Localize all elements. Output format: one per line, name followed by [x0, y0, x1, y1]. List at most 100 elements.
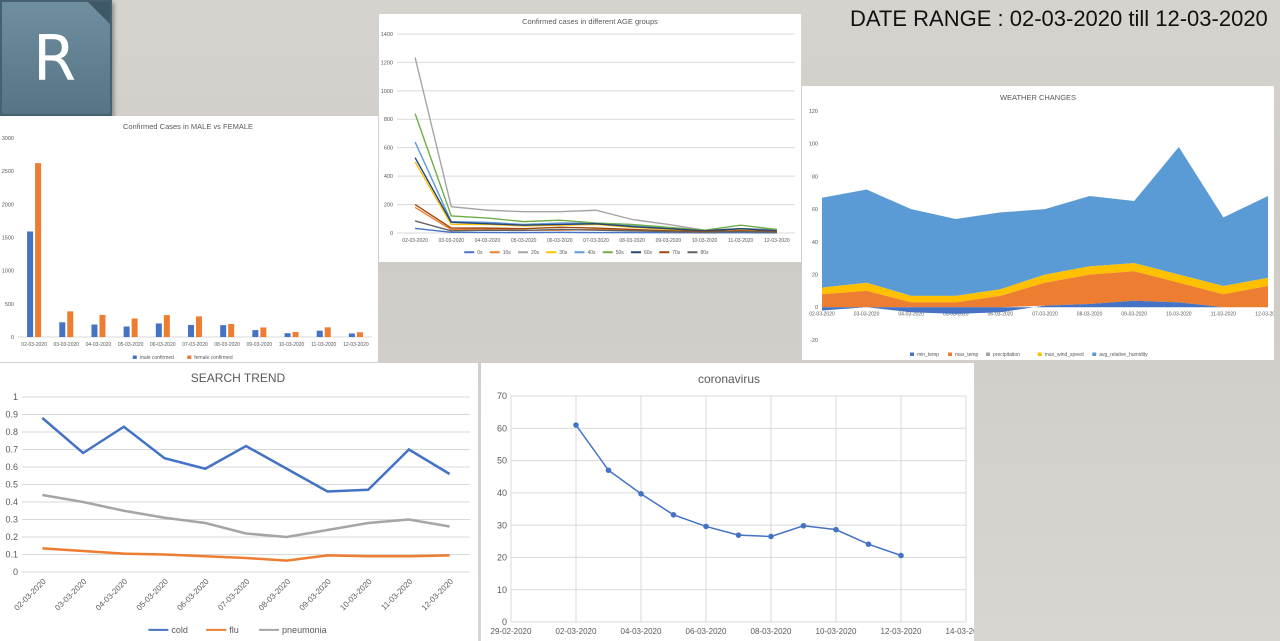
series-line-70s [414, 203, 777, 233]
series-line-50s [414, 113, 777, 231]
bar-male-confirmed [316, 330, 323, 337]
y-tick-label: 30 [497, 520, 507, 530]
x-tick-label: 02-03-2020 [12, 577, 48, 613]
data-point [703, 523, 709, 530]
x-tick-label: 10-03-2020 [279, 342, 305, 348]
logo-corner-fold [88, 2, 110, 24]
y-tick-label: 200 [384, 202, 393, 208]
x-tick-label: 14-03-2020 [946, 627, 974, 636]
bar-male-confirmed [27, 231, 34, 337]
bar-male-confirmed [252, 330, 259, 337]
logo-letter: R [33, 22, 77, 95]
x-tick-label: 07-03-2020 [216, 577, 252, 613]
y-tick-label: 800 [384, 117, 393, 123]
y-tick-label: 0.5 [5, 480, 18, 490]
bar-female-confirmed [99, 314, 106, 337]
x-tick-label: 10-03-2020 [816, 627, 857, 636]
chart-title: Confirmed cases in different AGE groups [522, 17, 658, 26]
series-line-flu [42, 547, 450, 562]
series-line-60s [414, 157, 777, 232]
data-point [573, 422, 579, 428]
legend-swatch [910, 352, 914, 356]
y-tick-label: 0.1 [5, 550, 18, 560]
data-point [735, 532, 742, 538]
gender-chart-panel: Confirmed Cases in MALE vs FEMALE 0 500 100… [0, 116, 378, 362]
y-tick-label: 0 [13, 567, 18, 577]
chart-title: WEATHER CHANGES [1000, 93, 1076, 102]
y-tick-label: 2000 [2, 202, 14, 208]
x-tick-label: 06-03-2020 [547, 238, 573, 244]
y-tick-label: -20 [810, 338, 818, 344]
x-tick-label: 08-03-2020 [214, 342, 240, 348]
legend-label: avg_relative_humidity [1099, 352, 1148, 358]
y-tick-label: 500 [5, 302, 14, 308]
data-point [865, 541, 872, 547]
area-max_temp [822, 271, 1268, 308]
chart-title: Confirmed Cases in MALE vs FEMALE [123, 122, 253, 131]
y-tick-label: 0 [502, 617, 507, 627]
legend-label: 20s [531, 250, 540, 256]
y-tick-label: 400 [384, 174, 393, 180]
corona-chart: coronavirus 0 10 20 30 40 50 60 70 29-02-2020 02-0… [491, 372, 974, 636]
data-point [833, 526, 839, 533]
x-tick-label: 10-03-2020 [338, 577, 374, 613]
x-tick-label: 06-03-2020 [150, 342, 176, 348]
bar-male-confirmed [155, 323, 162, 337]
bar-female-confirmed [67, 311, 74, 337]
legend-label: 50s [616, 250, 625, 256]
x-tick-label: 11-03-2020 [1211, 311, 1236, 317]
x-tick-label: 03-03-2020 [854, 311, 880, 317]
x-tick-label: 29-02-2020 [491, 627, 532, 636]
legend-label: max_wind_speed [1045, 352, 1084, 358]
legend-label: cold [171, 625, 188, 635]
x-tick-label: 09-03-2020 [298, 577, 334, 613]
x-tick-label: 12-03-2020 [420, 577, 456, 613]
bar-female-confirmed [35, 163, 42, 337]
logo-tile: R [0, 0, 112, 116]
y-tick-label: 40 [812, 240, 818, 246]
corona-chart-panel: coronavirus 0 10 20 30 40 50 60 70 29-02-2020 02-0… [481, 363, 974, 641]
series-line-pneumonia [42, 493, 450, 539]
x-tick-label: 09-03-2020 [656, 238, 682, 244]
x-tick-label: 05-03-2020 [135, 577, 171, 613]
y-tick-label: 20 [812, 272, 818, 278]
data-point [605, 467, 612, 474]
y-tick-label: 1 [13, 392, 18, 402]
data-point [768, 533, 774, 540]
legend-label: max_temp [955, 352, 979, 358]
date-range-title: DATE RANGE : 02-03-2020 till 12-03-2020 [850, 6, 1268, 31]
x-tick-label: 12-03-2020 [343, 342, 369, 348]
legend-swatch [132, 355, 137, 359]
x-tick-label: 05-03-2020 [943, 311, 969, 317]
series-line-cold [41, 417, 451, 493]
y-tick-label: 0.7 [5, 445, 18, 455]
y-tick-label: 80 [812, 174, 818, 180]
x-tick-label: 04-03-2020 [94, 577, 130, 613]
y-tick-label: 10 [497, 585, 507, 595]
legend-label: 10s [503, 250, 512, 256]
search-chart-panel: SEARCH TREND 0 0.1 0.2 0.3 0.4 0.5 0.6 0.7 0.8 0.9… [0, 363, 478, 641]
legend-label: 0s [477, 250, 483, 256]
legend-label: flu [229, 625, 239, 635]
x-tick-label: 05-03-2020 [118, 342, 144, 348]
bar-male-confirmed [91, 324, 98, 337]
y-tick-label: 3000 [2, 136, 14, 142]
x-tick-label: 02-03-2020 [556, 627, 597, 636]
y-tick-label: 1000 [381, 89, 393, 95]
legend-label: 80s [701, 250, 710, 256]
y-tick-label: 600 [384, 146, 393, 152]
legend-label: 70s [672, 250, 681, 256]
data-point [638, 491, 644, 497]
bar-female-confirmed [260, 327, 267, 337]
x-tick-label: 07-03-2020 [182, 342, 208, 348]
x-tick-label: 04-03-2020 [621, 627, 662, 636]
legend-label: female confirmed [194, 355, 233, 361]
bar-female-confirmed [292, 332, 299, 337]
area-avg_relative_humidity [822, 146, 1268, 296]
y-tick-label: 0.8 [5, 427, 18, 437]
x-tick-label: 03-03-2020 [53, 577, 89, 613]
age-chart: Confirmed cases in different AGE groups 0… [381, 17, 795, 256]
legend-label: precipitation [993, 352, 1020, 358]
x-tick-label: 08-03-2020 [751, 627, 792, 636]
age-chart-panel: Confirmed cases in different AGE groups 0… [379, 14, 801, 262]
